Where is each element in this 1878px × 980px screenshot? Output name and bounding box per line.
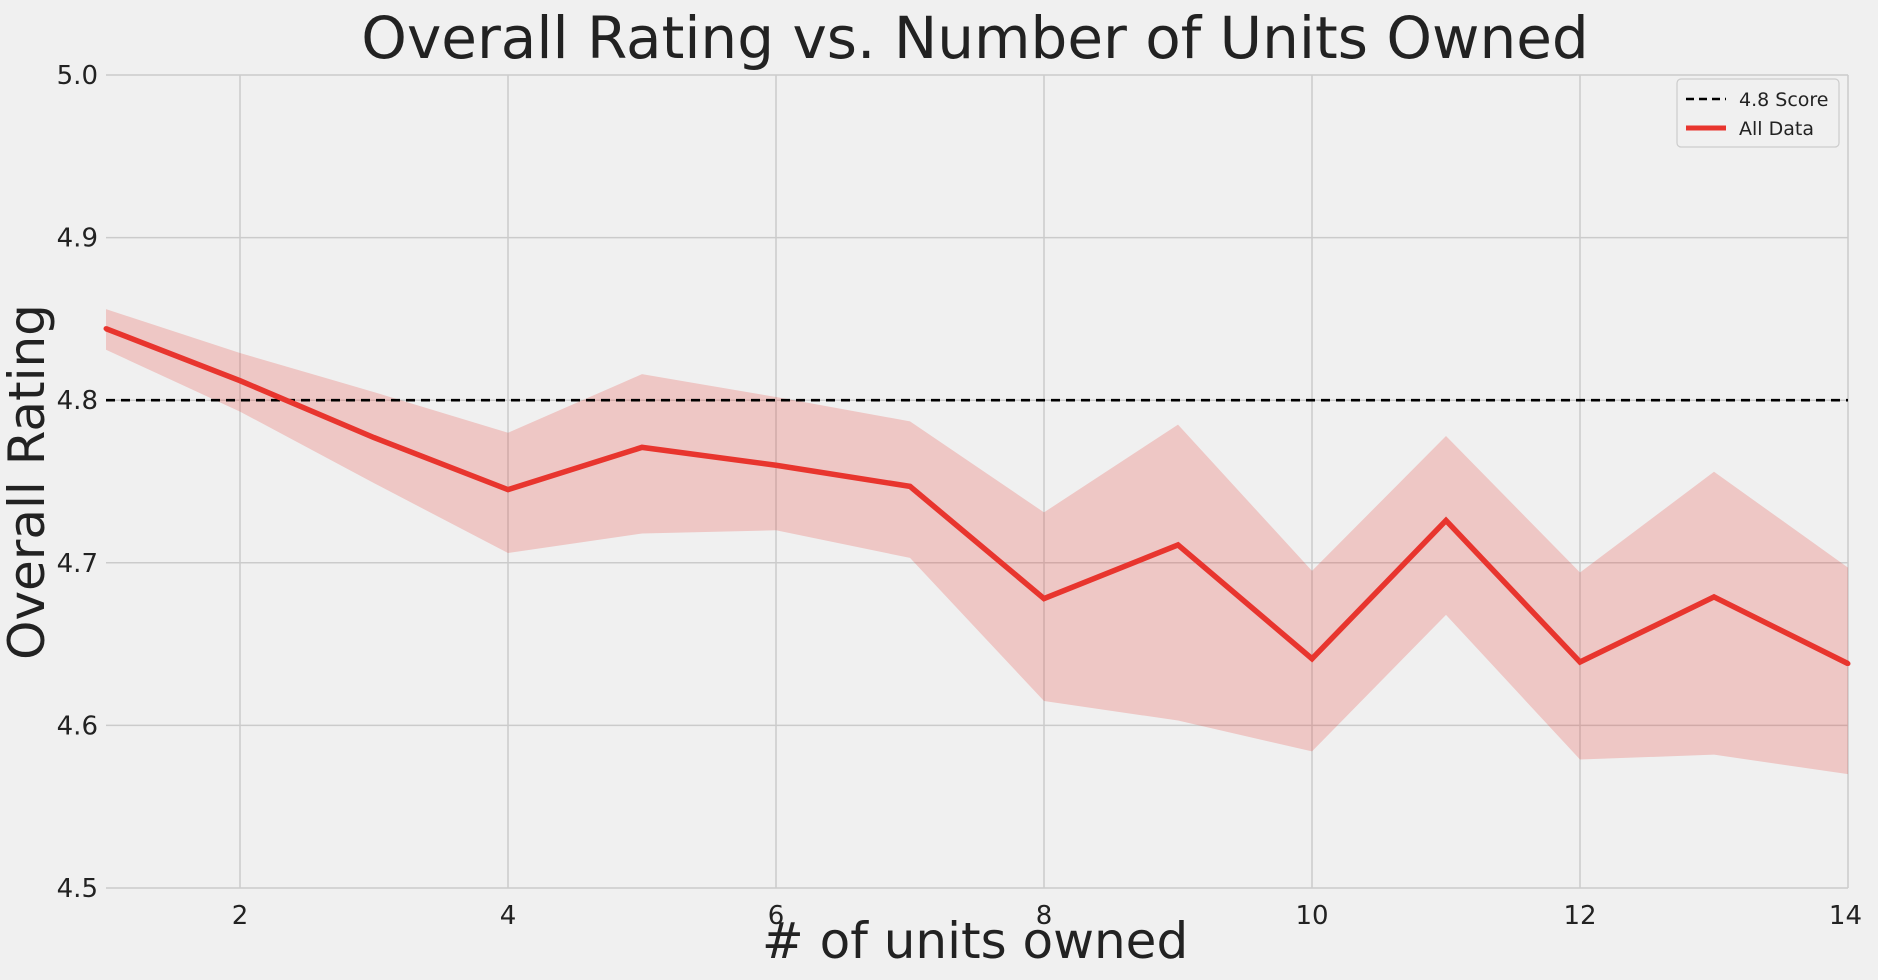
x-tick-label: 14 [1829, 901, 1862, 931]
data-point [103, 326, 109, 332]
data-point [1175, 542, 1181, 548]
x-tick-labels: 2 4 6 8 10 12 14 [232, 901, 1862, 931]
data-point [907, 483, 913, 489]
data-point [1845, 661, 1851, 667]
data-point [1577, 659, 1583, 665]
x-tick-label: 4 [500, 901, 517, 931]
x-tick-label: 12 [1563, 901, 1596, 931]
data-point [505, 487, 511, 493]
data-point [1711, 594, 1717, 600]
data-point [237, 378, 243, 384]
x-tick-label: 6 [768, 901, 785, 931]
plot-area [103, 74, 1851, 889]
data-point [639, 444, 645, 450]
x-tick-label: 10 [1295, 901, 1328, 931]
legend-label-reference: 4.8 Score [1739, 89, 1828, 111]
y-tick-label: 4.6 [57, 711, 98, 741]
series-line-layer [105, 326, 1850, 667]
chart-title: Overall Rating vs. Number of Units Owned [361, 4, 1588, 72]
legend-label-all-data: All Data [1739, 118, 1814, 140]
x-tick-label: 8 [1036, 901, 1053, 931]
data-point [1443, 518, 1449, 524]
series-line-all-data [105, 326, 1850, 667]
y-tick-label: 4.5 [57, 874, 98, 904]
y-gridlines [106, 74, 1848, 889]
y-tick-label: 4.9 [57, 224, 98, 254]
y-tick-label: 4.7 [57, 549, 98, 579]
x-gridlines [239, 75, 1849, 888]
axes-background [106, 75, 1848, 888]
y-tick-label: 4.8 [57, 386, 98, 416]
y-tick-label: 5.0 [57, 61, 98, 91]
x-axis-label: # of units owned [762, 912, 1188, 970]
data-point [371, 435, 377, 441]
y-tick-labels: 4.5 4.6 4.7 4.8 4.9 5.0 [57, 61, 98, 904]
data-point [1041, 596, 1047, 602]
data-point [1309, 656, 1315, 662]
data-point [773, 462, 779, 468]
y-axis-label: Overall Rating [0, 304, 56, 660]
x-tick-label: 2 [232, 901, 249, 931]
series-points-layer [103, 326, 1851, 667]
legend: 4.8 Score All Data [1676, 78, 1840, 148]
